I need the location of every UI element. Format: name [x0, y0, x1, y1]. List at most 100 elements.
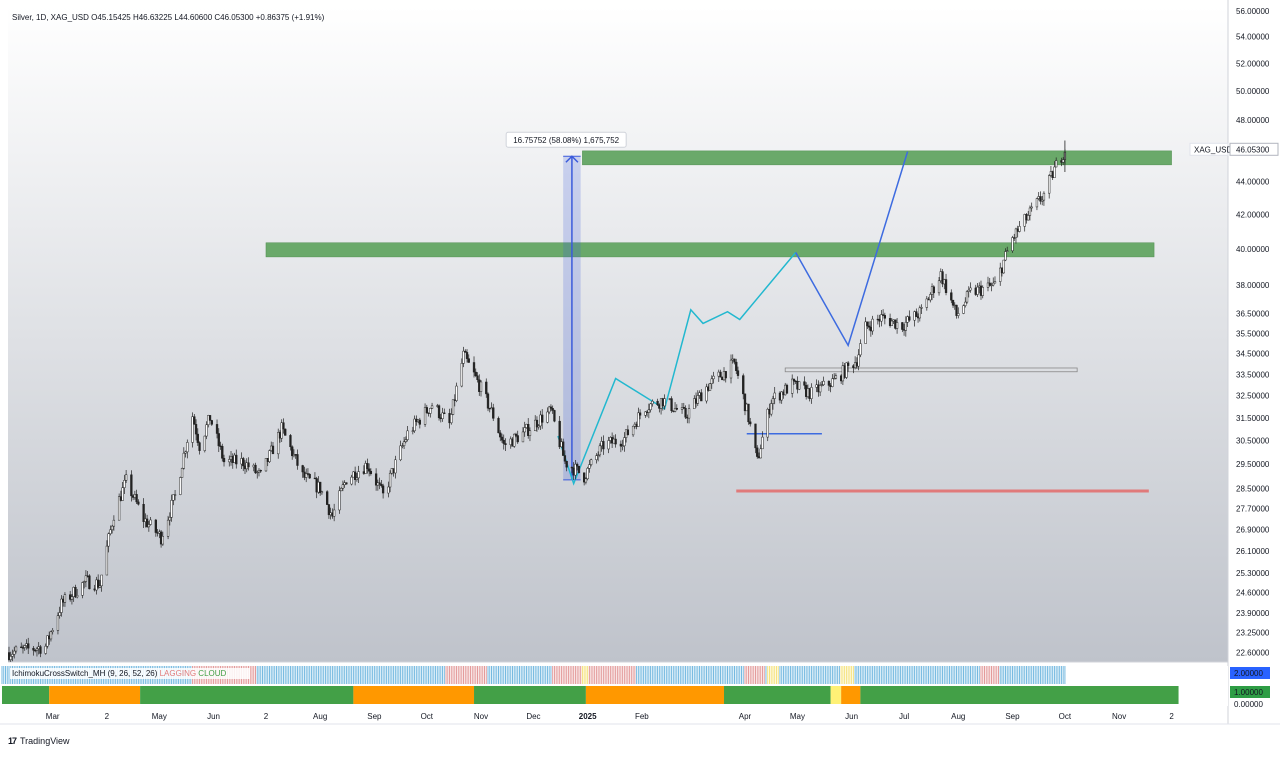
candle-body — [429, 408, 432, 414]
candle-body — [708, 383, 712, 391]
candle-body — [712, 375, 715, 380]
candle-body — [149, 519, 152, 525]
candle-body — [327, 504, 331, 516]
cyan-projection-path — [557, 251, 797, 486]
candle-body — [23, 645, 26, 648]
candle-body — [834, 375, 838, 379]
x-tick-label: May — [152, 712, 167, 721]
candle-body — [574, 463, 577, 476]
candle-body — [1053, 166, 1056, 179]
candle-body — [63, 594, 67, 603]
candle-body — [735, 361, 738, 371]
candle-body — [345, 482, 348, 485]
candle-body — [74, 587, 77, 598]
y-tick-label: 30.50000 — [1236, 437, 1270, 446]
candle-body — [145, 518, 149, 528]
candle-body — [35, 648, 39, 651]
candle-body — [866, 321, 869, 327]
candle-body — [1014, 228, 1018, 238]
candle-body — [831, 378, 834, 387]
candle-body — [84, 575, 88, 582]
candle-body — [259, 470, 262, 472]
candle-body — [70, 596, 74, 600]
candle-body — [341, 484, 345, 489]
candle-body — [981, 287, 984, 296]
x-tick-label: Feb — [635, 712, 649, 721]
candle-body — [305, 473, 308, 478]
candle-body — [929, 294, 932, 301]
candle-body — [198, 442, 201, 451]
candle-body — [121, 487, 124, 501]
y-tick-label: 35.50000 — [1236, 329, 1270, 338]
x-tick-label: May — [790, 712, 805, 721]
candle-body — [210, 420, 213, 425]
candle-body — [705, 386, 708, 402]
y-tick-label: 54.00000 — [1236, 33, 1270, 42]
candle-body — [112, 519, 116, 527]
candle-body — [100, 574, 103, 587]
candle-body — [464, 350, 467, 353]
candle-body — [537, 425, 540, 428]
indicator-band-segment — [353, 686, 475, 704]
candle-body — [770, 403, 773, 415]
candle-body — [965, 291, 969, 303]
plot-background — [8, 6, 1228, 662]
x-tick-label: Sep — [367, 712, 382, 721]
candle-body — [993, 281, 997, 284]
x-tick-label: 2025 — [579, 712, 597, 721]
candle-body — [733, 358, 736, 363]
candle-body — [859, 343, 862, 356]
candle-body — [180, 468, 184, 478]
y-tick-label: 24.60000 — [1236, 589, 1270, 598]
brand: 17 TradingView — [8, 736, 70, 746]
candle-body — [549, 406, 553, 409]
candle-body — [374, 473, 378, 486]
candle-body — [282, 422, 285, 430]
candle-body — [742, 375, 745, 395]
candle-body — [964, 301, 967, 306]
candle-body — [271, 445, 275, 455]
candle-body — [1018, 226, 1021, 232]
candle-body — [172, 494, 175, 501]
candle-body — [563, 455, 567, 462]
y-tick-label: 33.50000 — [1236, 370, 1270, 379]
candle-body — [399, 445, 402, 461]
symbol-tag-text: XAG_USD — [1194, 145, 1232, 154]
candle-body — [957, 313, 960, 316]
candle-body — [107, 533, 110, 547]
y-tick-label: 23.90000 — [1236, 609, 1270, 618]
y-tick-label: 56.00000 — [1236, 7, 1270, 16]
candle-body — [890, 320, 893, 326]
x-tick-label: Jun — [845, 712, 858, 721]
candle-body — [27, 643, 30, 649]
ohlc-part: H46.63225 — [131, 13, 173, 22]
candle-body — [13, 650, 16, 655]
candle-body — [221, 446, 224, 459]
candle-body — [682, 407, 685, 409]
candle-body — [719, 371, 722, 378]
candle-body — [441, 412, 444, 419]
candle-body — [166, 519, 170, 537]
candle-body — [8, 652, 11, 660]
candle-body — [81, 582, 84, 596]
candle-body — [353, 471, 357, 480]
candle-body — [476, 375, 479, 381]
candle-body — [193, 416, 196, 425]
candle-body — [460, 363, 463, 387]
candle-body — [535, 419, 539, 428]
candle-body — [871, 318, 874, 332]
resistance-zone — [582, 150, 1172, 166]
candle-body — [46, 635, 49, 647]
resistance-zone — [265, 242, 1155, 258]
candle-body — [110, 525, 114, 531]
candle-body — [413, 418, 416, 432]
candle-body — [649, 403, 652, 411]
indicator-band-segment — [49, 686, 141, 704]
candle-body — [925, 298, 928, 308]
candle-body — [944, 279, 948, 293]
indicator-tag-lagging: LAGGING — [160, 669, 199, 678]
x-tick-label: Jun — [207, 712, 220, 721]
candle-body — [696, 395, 699, 404]
candle-body — [340, 488, 343, 492]
